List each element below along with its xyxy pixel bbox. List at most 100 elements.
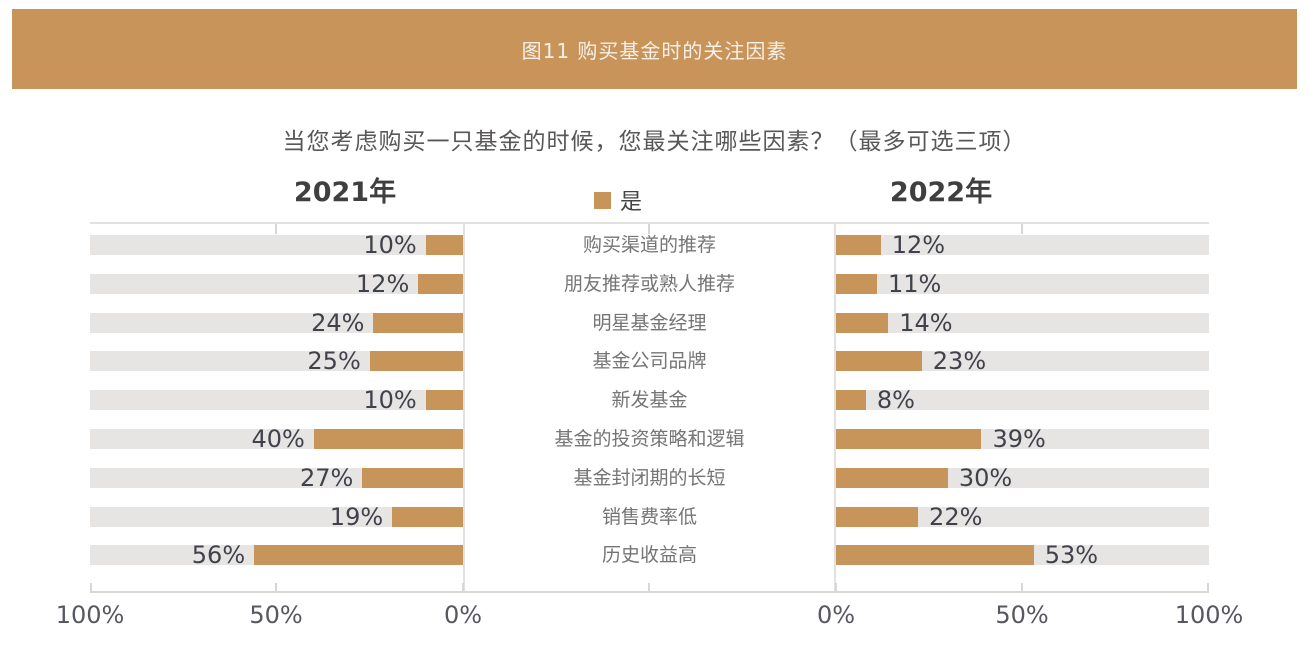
panel-title-2022: 2022年 <box>889 177 993 208</box>
bar-track <box>836 312 1209 333</box>
bar-track <box>836 273 1209 294</box>
bar-2021 <box>392 506 463 527</box>
bar-row-2022: 14% <box>836 310 1209 336</box>
bar-2022 <box>836 273 878 294</box>
bar-row-2021: 10% <box>90 387 463 413</box>
bar-2021 <box>425 235 463 255</box>
category-label: 新发基金 <box>611 389 688 412</box>
survey-question: 当您考虑购买一只基金的时候，您最关注哪些因素？（最多可选三项） <box>282 129 1027 155</box>
x-axis-tick <box>90 583 92 591</box>
value-label-2021: 25% <box>307 347 361 376</box>
bar-row-2022: 23% <box>836 348 1209 374</box>
bar-2022 <box>836 235 881 255</box>
category-label: 基金公司品牌 <box>592 350 707 373</box>
bar-2022 <box>836 545 1034 566</box>
bar-track <box>90 312 463 333</box>
bar-row-2022: 11% <box>836 271 1209 297</box>
category-label: 购买渠道的推荐 <box>582 234 716 256</box>
value-label-2021: 10% <box>363 231 417 259</box>
x-axis-tick <box>462 583 464 591</box>
x-axis-label-right-0: 0% <box>816 601 856 629</box>
figure-title-bar: 图11 购买基金时的关注因素 <box>12 9 1297 89</box>
value-label-2021: 19% <box>329 502 384 531</box>
legend-swatch-icon <box>594 191 611 209</box>
bar-row-2021: 40% <box>90 426 463 452</box>
bar-row-2022: 22% <box>836 504 1209 530</box>
bar-track <box>836 506 1209 527</box>
category-label-panel: 购买渠道的推荐 朋友推荐或熟人推荐 明星基金经理 基金公司品牌 新发基金基金的投资策略和… <box>463 224 836 591</box>
value-label-2021: 10% <box>363 386 417 415</box>
category-label: 历史收益高 <box>601 544 697 567</box>
bar-2022 <box>836 312 889 333</box>
x-axis-label-right-50: 50% <box>995 601 1049 629</box>
bar-row-2022: 30% <box>836 465 1209 491</box>
value-label-2022: 23% <box>932 347 987 376</box>
x-axis-tick <box>275 583 277 591</box>
bar-2021 <box>254 545 463 566</box>
bar-2022 <box>836 390 866 411</box>
bar-2022 <box>836 467 948 488</box>
value-label-2021: 40% <box>251 425 305 453</box>
bar-row-2021: 12% <box>90 271 463 297</box>
value-label-2022: 8% <box>876 386 915 415</box>
value-label-2022: 12% <box>891 231 946 259</box>
bar-row-2021: 56% <box>90 542 463 568</box>
x-axis-line <box>90 591 1209 593</box>
legend-label: 是 <box>620 190 643 215</box>
bar-2022 <box>836 351 922 372</box>
bar-track <box>90 390 463 411</box>
bar-track <box>836 390 1209 411</box>
category-label: 明星基金经理 <box>592 311 707 334</box>
plot-2022: 12% 11% 14% 23% 8% 39% 30% 22% 53% <box>836 224 1209 591</box>
value-label-2021: 24% <box>311 308 365 337</box>
bar-track <box>90 273 463 294</box>
bar-row-2021: 10% <box>90 232 463 258</box>
top-axis-tick <box>648 224 650 234</box>
bar-track <box>90 235 463 255</box>
bar-track <box>90 506 463 527</box>
figure-title: 图11 购买基金时的关注因素 <box>521 38 788 63</box>
bar-2021 <box>369 351 463 372</box>
x-axis-label-left-100: 100% <box>55 601 125 629</box>
plot-2021: 10% 12% 24% 25% 10% 40% 27% 19% 56% <box>90 224 463 591</box>
legend: 是 <box>594 184 642 216</box>
x-axis-tick <box>1207 583 1209 591</box>
bar-2021 <box>313 429 463 449</box>
category-label: 基金的投资策略和逻辑 <box>554 428 745 450</box>
value-label-2021: 12% <box>355 269 410 298</box>
bar-2022 <box>836 429 982 449</box>
x-axis-label-left-50: 50% <box>249 601 303 629</box>
bar-row-2021: 19% <box>90 504 463 530</box>
value-label-2022: 53% <box>1044 541 1099 570</box>
value-label-2022: 22% <box>929 502 983 531</box>
bar-2022 <box>836 506 919 527</box>
bar-row-2021: 24% <box>90 310 463 336</box>
category-label: 朋友推荐或熟人推荐 <box>563 272 735 295</box>
value-label-2021: 27% <box>299 463 354 492</box>
bar-track <box>836 235 1209 255</box>
value-label-2021: 56% <box>191 541 246 570</box>
value-label-2022: 30% <box>958 463 1013 492</box>
value-label-2022: 14% <box>899 308 953 337</box>
bar-track <box>836 351 1209 372</box>
bar-row-2022: 12% <box>836 232 1209 258</box>
x-axis-tick <box>648 583 650 591</box>
butterfly-chart: 10% 12% 24% 25% 10% 40% 27% 19% 56% 购买渠道的推荐 朋友推荐或… <box>56 222 1243 629</box>
bar-2021 <box>373 312 463 333</box>
top-axis-tick <box>1021 224 1023 234</box>
value-label-2022: 39% <box>992 425 1046 453</box>
value-label-2022: 11% <box>888 269 942 298</box>
bar-row-2021: 25% <box>90 348 463 374</box>
bar-2021 <box>425 390 463 411</box>
top-axis-tick <box>275 224 277 234</box>
category-label: 基金封闭期的长短 <box>573 466 726 489</box>
bar-row-2021: 27% <box>90 465 463 491</box>
bar-row-2022: 8% <box>836 387 1209 413</box>
x-axis-label-left-0: 0% <box>443 601 483 629</box>
bar-2021 <box>362 467 463 488</box>
x-axis-tick <box>835 583 837 591</box>
x-axis-tick <box>1021 583 1023 591</box>
bar-row-2022: 53% <box>836 542 1209 568</box>
category-label: 销售费率低 <box>601 505 697 528</box>
